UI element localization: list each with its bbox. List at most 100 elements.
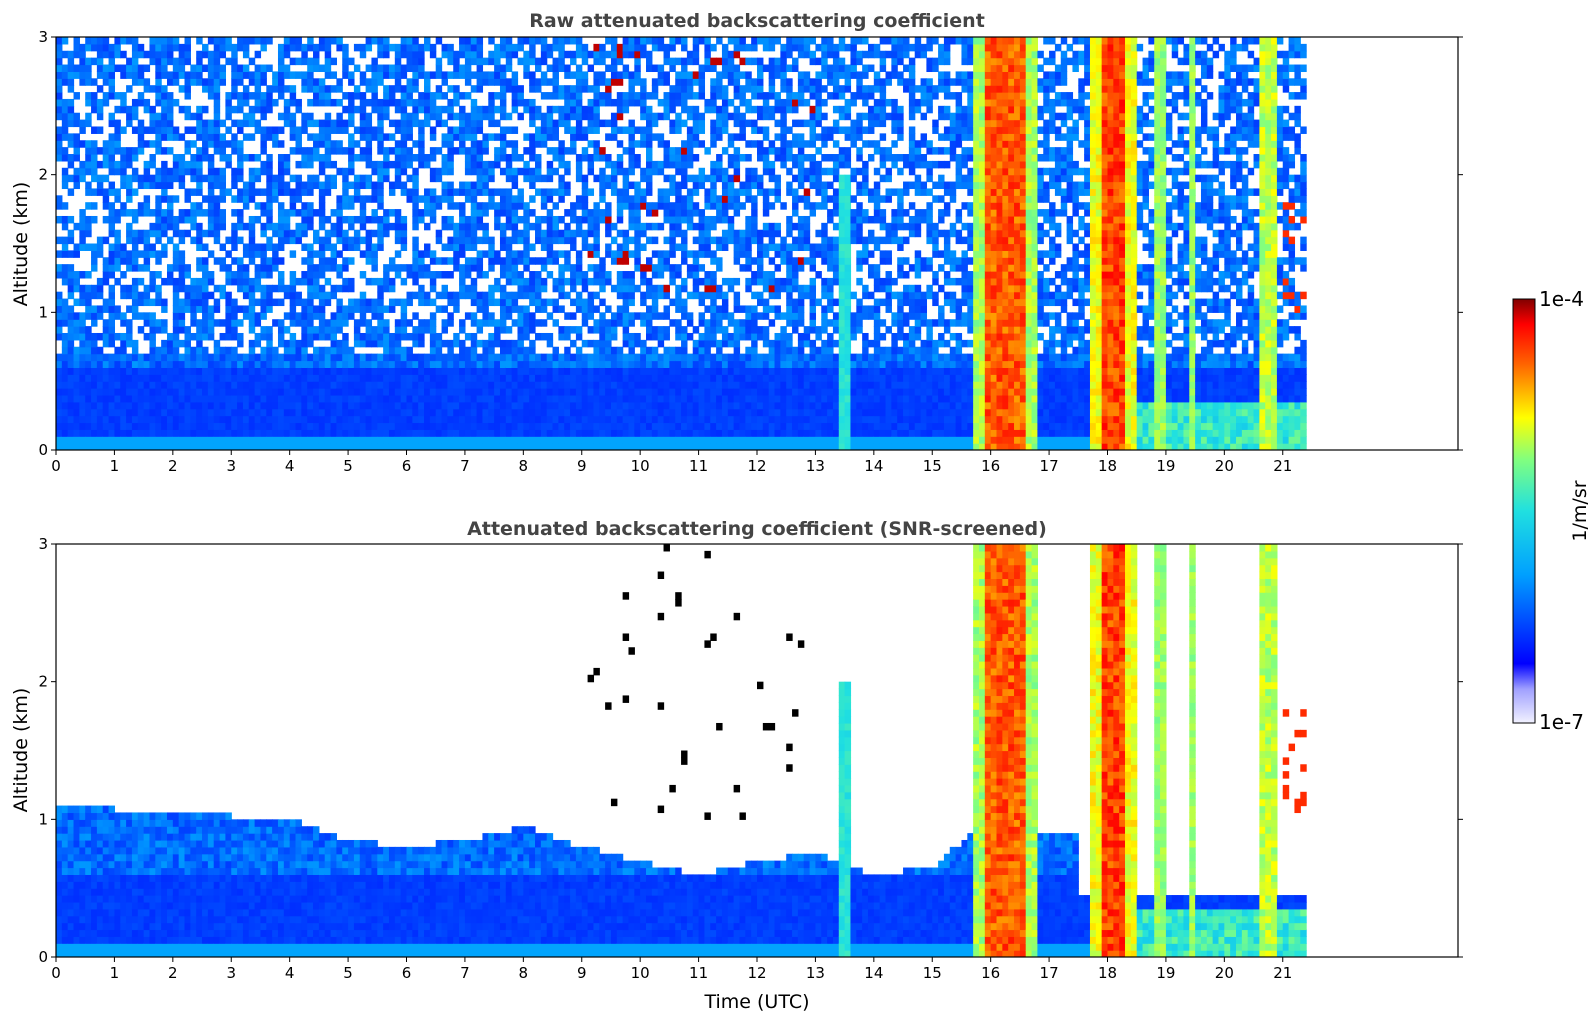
heatmap-cell — [213, 57, 221, 66]
heatmap-cell — [628, 215, 635, 224]
heatmap-cell — [301, 71, 308, 79]
heatmap-cell — [628, 181, 635, 190]
heatmap-cell — [260, 264, 267, 272]
heatmap-cell — [511, 381, 519, 389]
heatmap-cell — [359, 408, 367, 417]
heatmap-cell — [686, 394, 694, 403]
heatmap-cell — [295, 57, 302, 66]
heatmap-cell — [85, 367, 92, 375]
heatmap-cell — [704, 305, 711, 313]
heatmap-cell — [593, 353, 600, 362]
heatmap-cell — [277, 326, 285, 334]
heatmap-cell — [459, 367, 466, 375]
heatmap-cell — [540, 319, 548, 327]
heatmap-cell — [213, 92, 221, 100]
heatmap-cell — [459, 222, 466, 231]
heatmap-cell — [149, 37, 156, 45]
heatmap-cell — [698, 388, 706, 396]
heatmap-cell — [517, 57, 524, 66]
heatmap-cell — [628, 429, 635, 437]
heatmap-cell — [324, 50, 332, 59]
heatmap-cell — [587, 381, 595, 389]
heatmap-cell — [149, 50, 156, 59]
heatmap-cell — [640, 291, 647, 300]
heatmap-cell — [552, 236, 559, 245]
heatmap-cell — [137, 98, 145, 107]
heatmap-cell — [365, 43, 373, 52]
heatmap-cell — [535, 160, 542, 169]
heatmap-cell — [330, 429, 337, 437]
heatmap-cell — [622, 147, 630, 155]
heatmap-cell — [143, 250, 151, 258]
heatmap-cell — [552, 374, 559, 382]
heatmap-cell — [225, 264, 232, 272]
heatmap-cell — [575, 50, 583, 59]
heatmap-cell — [184, 339, 191, 348]
heatmap-cell — [237, 37, 244, 45]
heatmap-cell — [190, 188, 197, 196]
heatmap-cell — [494, 188, 501, 196]
heatmap-cell — [505, 360, 513, 368]
heatmap-cell — [523, 443, 530, 450]
heatmap-cell — [558, 381, 565, 389]
heatmap-cell — [108, 222, 116, 231]
heatmap-cell — [523, 284, 530, 293]
heatmap-cell — [67, 174, 75, 183]
heatmap-cell — [657, 37, 665, 45]
heatmap-cell — [79, 415, 86, 424]
heatmap-cell — [365, 381, 373, 389]
heatmap-cell — [96, 346, 104, 355]
heatmap-cell — [190, 209, 197, 217]
heatmap-cell — [184, 415, 191, 424]
heatmap-cell — [388, 360, 396, 368]
heatmap-cell — [178, 133, 186, 141]
heatmap-cell — [605, 85, 612, 93]
heatmap-cell — [388, 436, 396, 444]
heatmap-cell — [108, 388, 116, 396]
heatmap-cell — [552, 57, 559, 66]
heatmap-cell — [353, 140, 361, 148]
heatmap-cell — [657, 374, 665, 382]
heatmap-cell — [61, 64, 69, 73]
heatmap-cell — [634, 154, 641, 162]
heatmap-cell — [336, 429, 343, 437]
heatmap-cell — [470, 112, 478, 121]
heatmap-cell — [231, 209, 238, 217]
heatmap-cell — [692, 436, 700, 444]
heatmap-cell — [313, 284, 320, 293]
heatmap-cell — [400, 147, 408, 155]
heatmap-cell — [330, 126, 337, 134]
heatmap-cell — [248, 105, 256, 114]
heatmap-cell — [564, 160, 571, 169]
heatmap-cell — [237, 429, 244, 437]
heatmap-cell — [178, 401, 186, 410]
heatmap-cell — [459, 133, 466, 141]
heatmap-cell — [248, 188, 256, 196]
heatmap-cell — [307, 43, 314, 52]
heatmap-cell — [441, 71, 448, 79]
heatmap-cell — [646, 64, 653, 73]
heatmap-cell — [441, 353, 448, 362]
heatmap-cell — [499, 429, 507, 437]
heatmap-cell — [108, 133, 116, 141]
heatmap-cell — [558, 181, 565, 190]
heatmap-cell — [237, 98, 244, 107]
heatmap-cell — [330, 140, 337, 148]
heatmap-cell — [435, 64, 443, 73]
heatmap-cell — [178, 443, 186, 450]
heatmap-cell — [517, 374, 524, 382]
heatmap-cell — [283, 181, 291, 190]
heatmap-cell — [459, 50, 466, 59]
heatmap-cell — [108, 257, 116, 265]
heatmap-cell — [383, 436, 390, 444]
heatmap-cell — [85, 243, 92, 251]
heatmap-cell — [277, 243, 285, 251]
heatmap-cell — [412, 408, 419, 417]
heatmap-cell — [511, 305, 519, 313]
heatmap-cell — [131, 401, 139, 410]
heatmap-cell — [488, 250, 495, 258]
heatmap-cell — [91, 174, 98, 183]
heatmap-cell — [575, 326, 583, 334]
heatmap-cell — [155, 436, 162, 444]
heatmap-cell — [529, 271, 536, 279]
